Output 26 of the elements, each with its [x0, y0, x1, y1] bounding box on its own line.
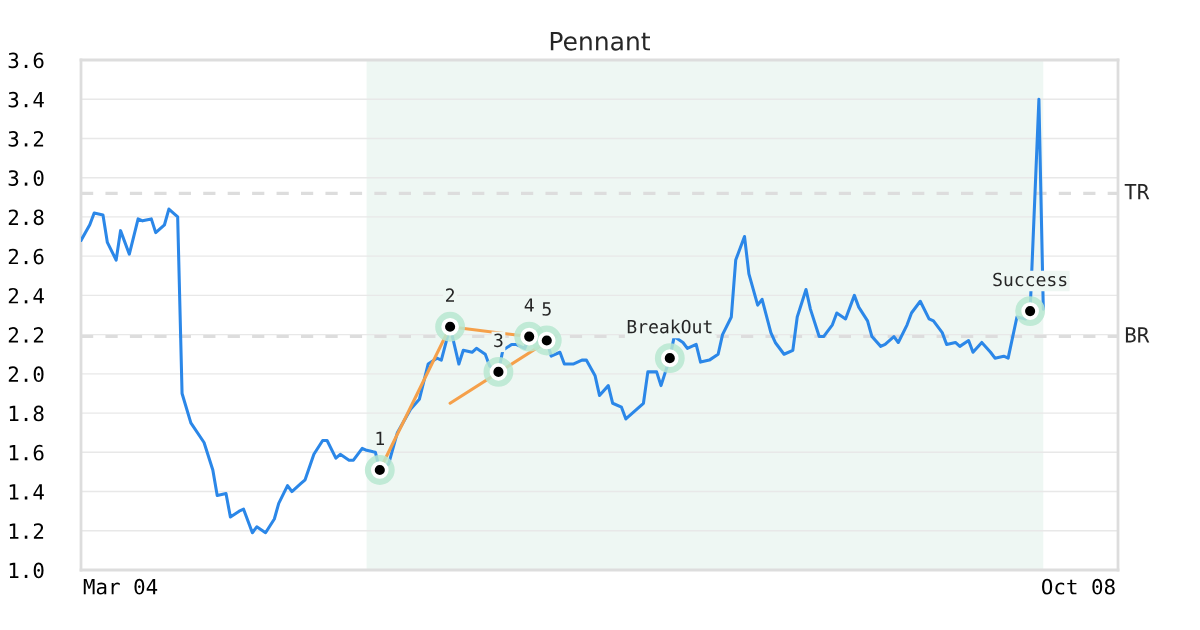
x-tick-label: Oct 08 — [1042, 578, 1115, 595]
y-tick-label: 2.8 — [8, 209, 44, 226]
y-tick-label: 2.2 — [8, 327, 44, 343]
ref-line-label: TR — [1124, 184, 1150, 200]
y-tick-label: 1.0 — [9, 562, 44, 579]
annotation: 4 — [524, 298, 534, 312]
annotation: 3 — [494, 333, 503, 348]
y-tick-label: 3.6 — [8, 52, 44, 69]
chart-title: Pennant — [550, 32, 651, 51]
x-tick-label: Mar 04 — [83, 578, 158, 595]
y-tick-label: 3.2 — [8, 130, 44, 147]
y-tick-label: 2.4 — [8, 287, 44, 304]
ref-line-label: BR — [1125, 327, 1150, 343]
annotation: Success — [993, 272, 1067, 287]
y-tick-label: 1.2 — [9, 523, 44, 539]
y-tick-label: 2.0 — [8, 366, 44, 383]
y-tick-label: 2.6 — [8, 248, 44, 265]
annotation: 5 — [542, 302, 551, 316]
y-tick-label: 1.4 — [9, 484, 44, 500]
y-tick-label: 1.6 — [9, 444, 44, 461]
y-tick-label: 3.0 — [8, 170, 44, 186]
annotation: 1 — [376, 431, 385, 445]
annotation: BreakOut — [627, 319, 712, 334]
y-tick-label: 3.4 — [8, 91, 44, 108]
y-tick-label: 1.8 — [9, 405, 44, 422]
annotation: 2 — [446, 288, 454, 302]
